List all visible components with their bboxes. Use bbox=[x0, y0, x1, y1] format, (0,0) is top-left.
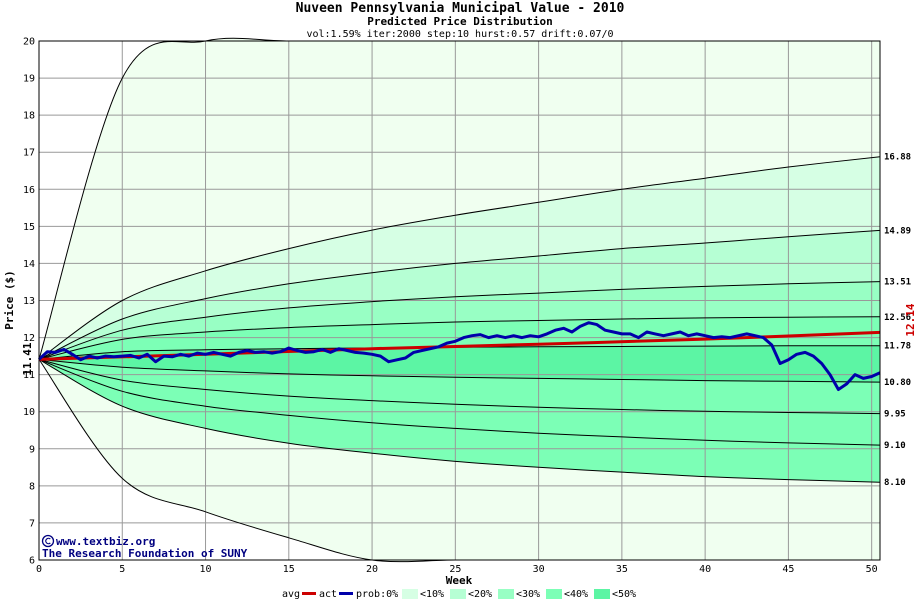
legend: avg act prob:0% <10% <20% <30% <40% <50% bbox=[282, 589, 636, 600]
band-end-label: 12.56 bbox=[884, 313, 911, 323]
percentile-boundary-line bbox=[38, 156, 881, 360]
y-tick-label: 10 bbox=[23, 407, 35, 418]
legend-act-swatch bbox=[339, 592, 353, 595]
percentile-boundary-line bbox=[38, 358, 881, 446]
chart-subtitle: Predicted Price Distribution bbox=[367, 15, 552, 28]
y-tick-label: 8 bbox=[29, 481, 35, 492]
x-tick-label: 0 bbox=[36, 564, 42, 575]
band-end-label: 11.78 bbox=[884, 342, 911, 352]
series-lines bbox=[37, 37, 881, 563]
y-axis-label: Price ($) bbox=[3, 270, 16, 330]
percentile-boundary-line bbox=[38, 358, 881, 383]
legend-band-swatch bbox=[546, 589, 562, 599]
band-end-label: 10.80 bbox=[884, 378, 911, 388]
copyright-icon bbox=[41, 534, 55, 548]
x-tick-label: 35 bbox=[616, 564, 628, 575]
legend-act-label: act bbox=[319, 589, 337, 600]
probability-band-core bbox=[39, 345, 880, 383]
band-end-label: 9.10 bbox=[884, 441, 906, 451]
legend-band-swatch bbox=[498, 589, 514, 599]
y-tick-label: 7 bbox=[29, 518, 35, 529]
chart-params: vol:1.59% iter:2000 step:10 hurst:0.57 d… bbox=[306, 29, 613, 40]
y-axis-ticks: 6 7 8 9 10 11 12 13 14 15 16 17 18 19 20 bbox=[23, 37, 35, 567]
x-axis-label: Week bbox=[446, 574, 473, 587]
y-tick-label: 14 bbox=[23, 259, 35, 270]
band-end-label: 9.95 bbox=[884, 410, 906, 420]
x-tick-label: 15 bbox=[283, 564, 295, 575]
right-band-labels: 16.88 14.89 13.51 12.56 11.78 10.80 9.95 9.10 8.… bbox=[884, 153, 911, 488]
x-tick-label: 25 bbox=[449, 564, 461, 575]
y-tick-label: 9 bbox=[29, 444, 35, 455]
legend-band-label: <20% bbox=[468, 589, 492, 600]
legend-band-swatch bbox=[402, 589, 418, 599]
x-axis-ticks: 0 5 10 15 20 25 30 35 40 45 50 bbox=[36, 564, 878, 575]
y-tick-label: 20 bbox=[23, 37, 35, 48]
credit-org: The Research Foundation of SUNY bbox=[42, 547, 248, 560]
percentile-boundary-line bbox=[38, 358, 881, 415]
legend-band-label: <30% bbox=[516, 589, 540, 600]
plot-frame bbox=[38, 40, 881, 561]
x-tick-label: 40 bbox=[699, 564, 711, 575]
legend-band-swatch bbox=[450, 589, 466, 599]
legend-avg-label: avg bbox=[282, 589, 300, 600]
band-end-label: 8.10 bbox=[884, 478, 906, 488]
percentile-boundary-line bbox=[38, 316, 881, 360]
series-act-line bbox=[37, 321, 881, 391]
legend-band-label: <50% bbox=[612, 589, 636, 600]
y-tick-label: 18 bbox=[23, 111, 35, 122]
band-end-label: 16.88 bbox=[884, 153, 911, 163]
legend-band-swatch bbox=[594, 589, 610, 599]
y-tick-label: 11 bbox=[23, 370, 35, 381]
legend-band-label: <10% bbox=[420, 589, 444, 600]
y-tick-label: 12 bbox=[23, 333, 35, 344]
x-tick-label: 45 bbox=[782, 564, 794, 575]
credit-url[interactable]: www.textbiz.org bbox=[56, 535, 155, 548]
x-tick-label: 20 bbox=[366, 564, 378, 575]
legend-prob-label: prob:0% bbox=[356, 589, 398, 600]
percentile-boundary-line bbox=[38, 229, 881, 360]
y-tick-label: 6 bbox=[29, 556, 35, 567]
band-end-label: 14.89 bbox=[884, 226, 911, 236]
band-end-label: 13.51 bbox=[884, 278, 911, 288]
y-tick-label: 19 bbox=[23, 74, 35, 85]
y-tick-label: 17 bbox=[23, 148, 35, 159]
percentile-boundary-line bbox=[38, 281, 881, 360]
chart-title: Nuveen Pennsylvania Municipal Value - 20… bbox=[296, 1, 625, 16]
x-tick-label: 30 bbox=[533, 564, 545, 575]
percentile-boundary-line bbox=[38, 358, 881, 483]
end-avg-label: 12.14 bbox=[904, 303, 917, 336]
start-price-label: 11.41 bbox=[21, 342, 34, 375]
x-tick-label: 5 bbox=[119, 564, 125, 575]
legend-avg-swatch bbox=[302, 592, 316, 595]
y-tick-label: 16 bbox=[23, 185, 35, 196]
y-tick-label: 15 bbox=[23, 222, 35, 233]
x-tick-label: 50 bbox=[866, 564, 878, 575]
y-tick-label: 13 bbox=[23, 296, 35, 307]
x-tick-label: 10 bbox=[200, 564, 212, 575]
probability-bands bbox=[39, 38, 880, 562]
legend-band-label: <40% bbox=[564, 589, 588, 600]
